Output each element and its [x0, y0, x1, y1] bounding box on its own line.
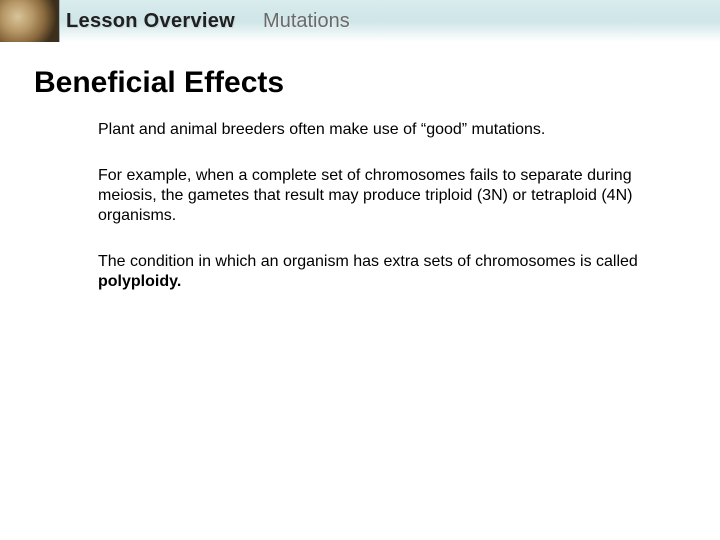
content-area: Beneficial Effects Plant and animal bree…	[0, 42, 720, 292]
header-bar: Lesson Overview Mutations	[0, 0, 720, 42]
paragraph-2: For example, when a complete set of chro…	[98, 166, 658, 226]
slide: Lesson Overview Mutations Beneficial Eff…	[0, 0, 720, 540]
paragraph-1: Plant and animal breeders often make use…	[98, 120, 658, 140]
section-heading: Beneficial Effects	[34, 66, 686, 100]
term-polyploidy: polyploidy.	[98, 273, 181, 290]
header-thumbnail	[0, 0, 60, 42]
lesson-overview-label: Lesson Overview	[66, 10, 235, 33]
paragraph-3-text: The condition in which an organism has e…	[98, 253, 638, 270]
paragraph-3: The condition in which an organism has e…	[98, 252, 658, 292]
topic-title: Mutations	[263, 10, 350, 33]
